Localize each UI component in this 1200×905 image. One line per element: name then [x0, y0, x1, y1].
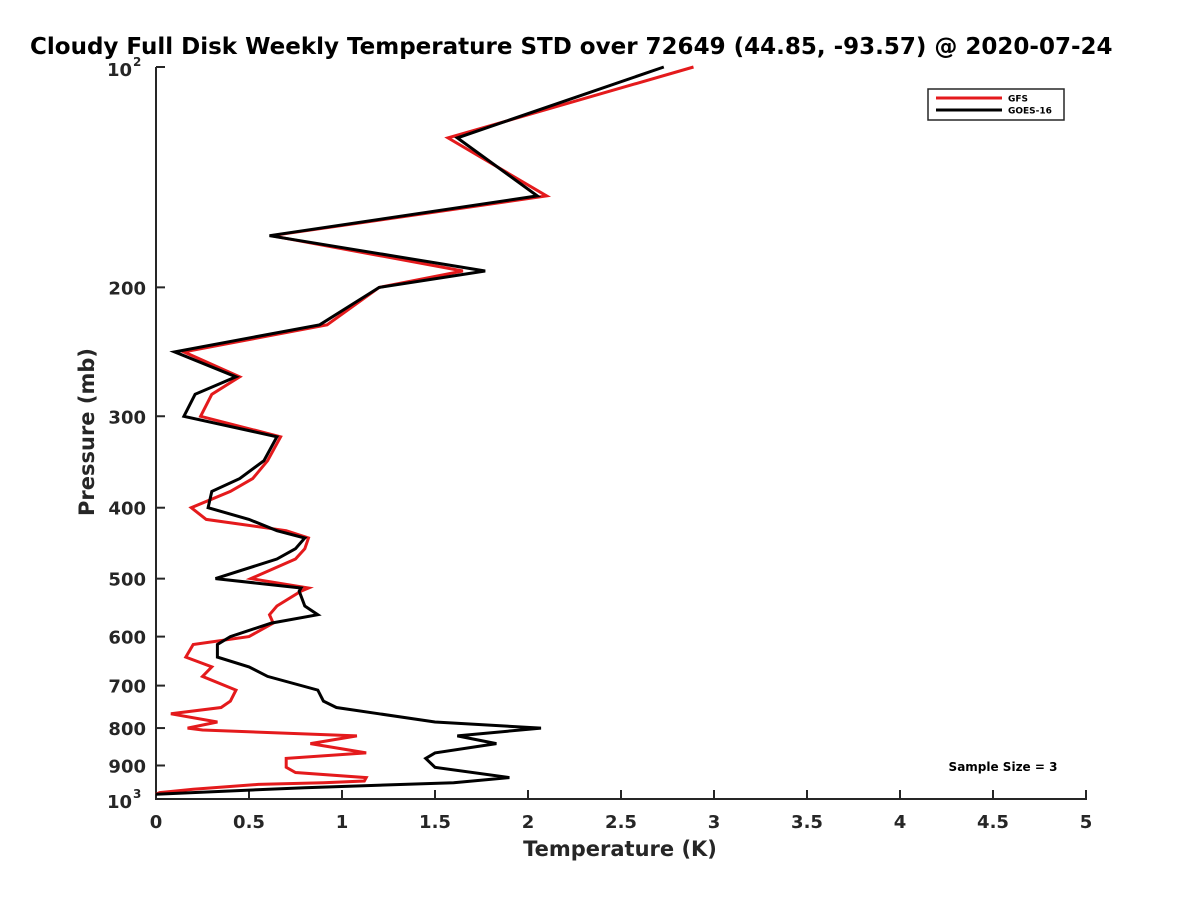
x-tick-label: 4.5	[977, 812, 1009, 833]
axes: 0 0.5 1 1.5 2 2.5 3 3.5 4 4.5 510 22003004005006007…	[107, 55, 1092, 833]
y-tick-label: 200	[108, 278, 146, 299]
y-tick-label-base: 10	[107, 792, 132, 813]
y-tick-label: 500	[108, 570, 146, 591]
y-tick-label: 800	[108, 719, 146, 740]
y-tick-label: 400	[108, 499, 146, 520]
x-axis-label: Temperature (K)	[523, 837, 717, 861]
annotation-layer: Sample Size = 3	[949, 760, 1058, 774]
series-line-goes-16	[155, 65, 665, 796]
x-tick-label: 4	[894, 812, 907, 833]
y-tick-label: 600	[108, 628, 146, 649]
series-line-gfs	[155, 65, 694, 796]
x-tick-label: 2.5	[605, 812, 637, 833]
legend: GFS GOES-16	[927, 88, 1065, 121]
legend-label: GOES-16	[1008, 107, 1052, 117]
sample-size-annotation: Sample Size = 3	[949, 760, 1058, 774]
series-layer	[155, 65, 694, 796]
x-tick-label: 0.5	[233, 812, 265, 833]
x-tick-label: 3	[708, 812, 721, 833]
x-tick-label: 2	[522, 812, 535, 833]
y-tick-label-exponent: 2	[133, 55, 141, 69]
y-tick-label: 700	[108, 677, 146, 698]
x-tick-label: 5	[1080, 812, 1093, 833]
legend-label: GFS	[1008, 95, 1028, 105]
x-tick-label: 0	[150, 812, 163, 833]
y-tick-label: 900	[108, 757, 146, 778]
x-tick-label: 1.5	[419, 812, 451, 833]
x-tick-label: 1	[336, 812, 349, 833]
chart-title: Cloudy Full Disk Weekly Temperature STD …	[30, 34, 1113, 60]
legend-box	[927, 88, 1065, 121]
y-tick-label-base: 10	[107, 60, 132, 81]
y-tick-label: 300	[108, 407, 146, 428]
x-tick-label: 3.5	[791, 812, 823, 833]
y-axis-label: Pressure (mb)	[75, 348, 99, 516]
y-tick-label-exponent: 3	[133, 787, 141, 801]
